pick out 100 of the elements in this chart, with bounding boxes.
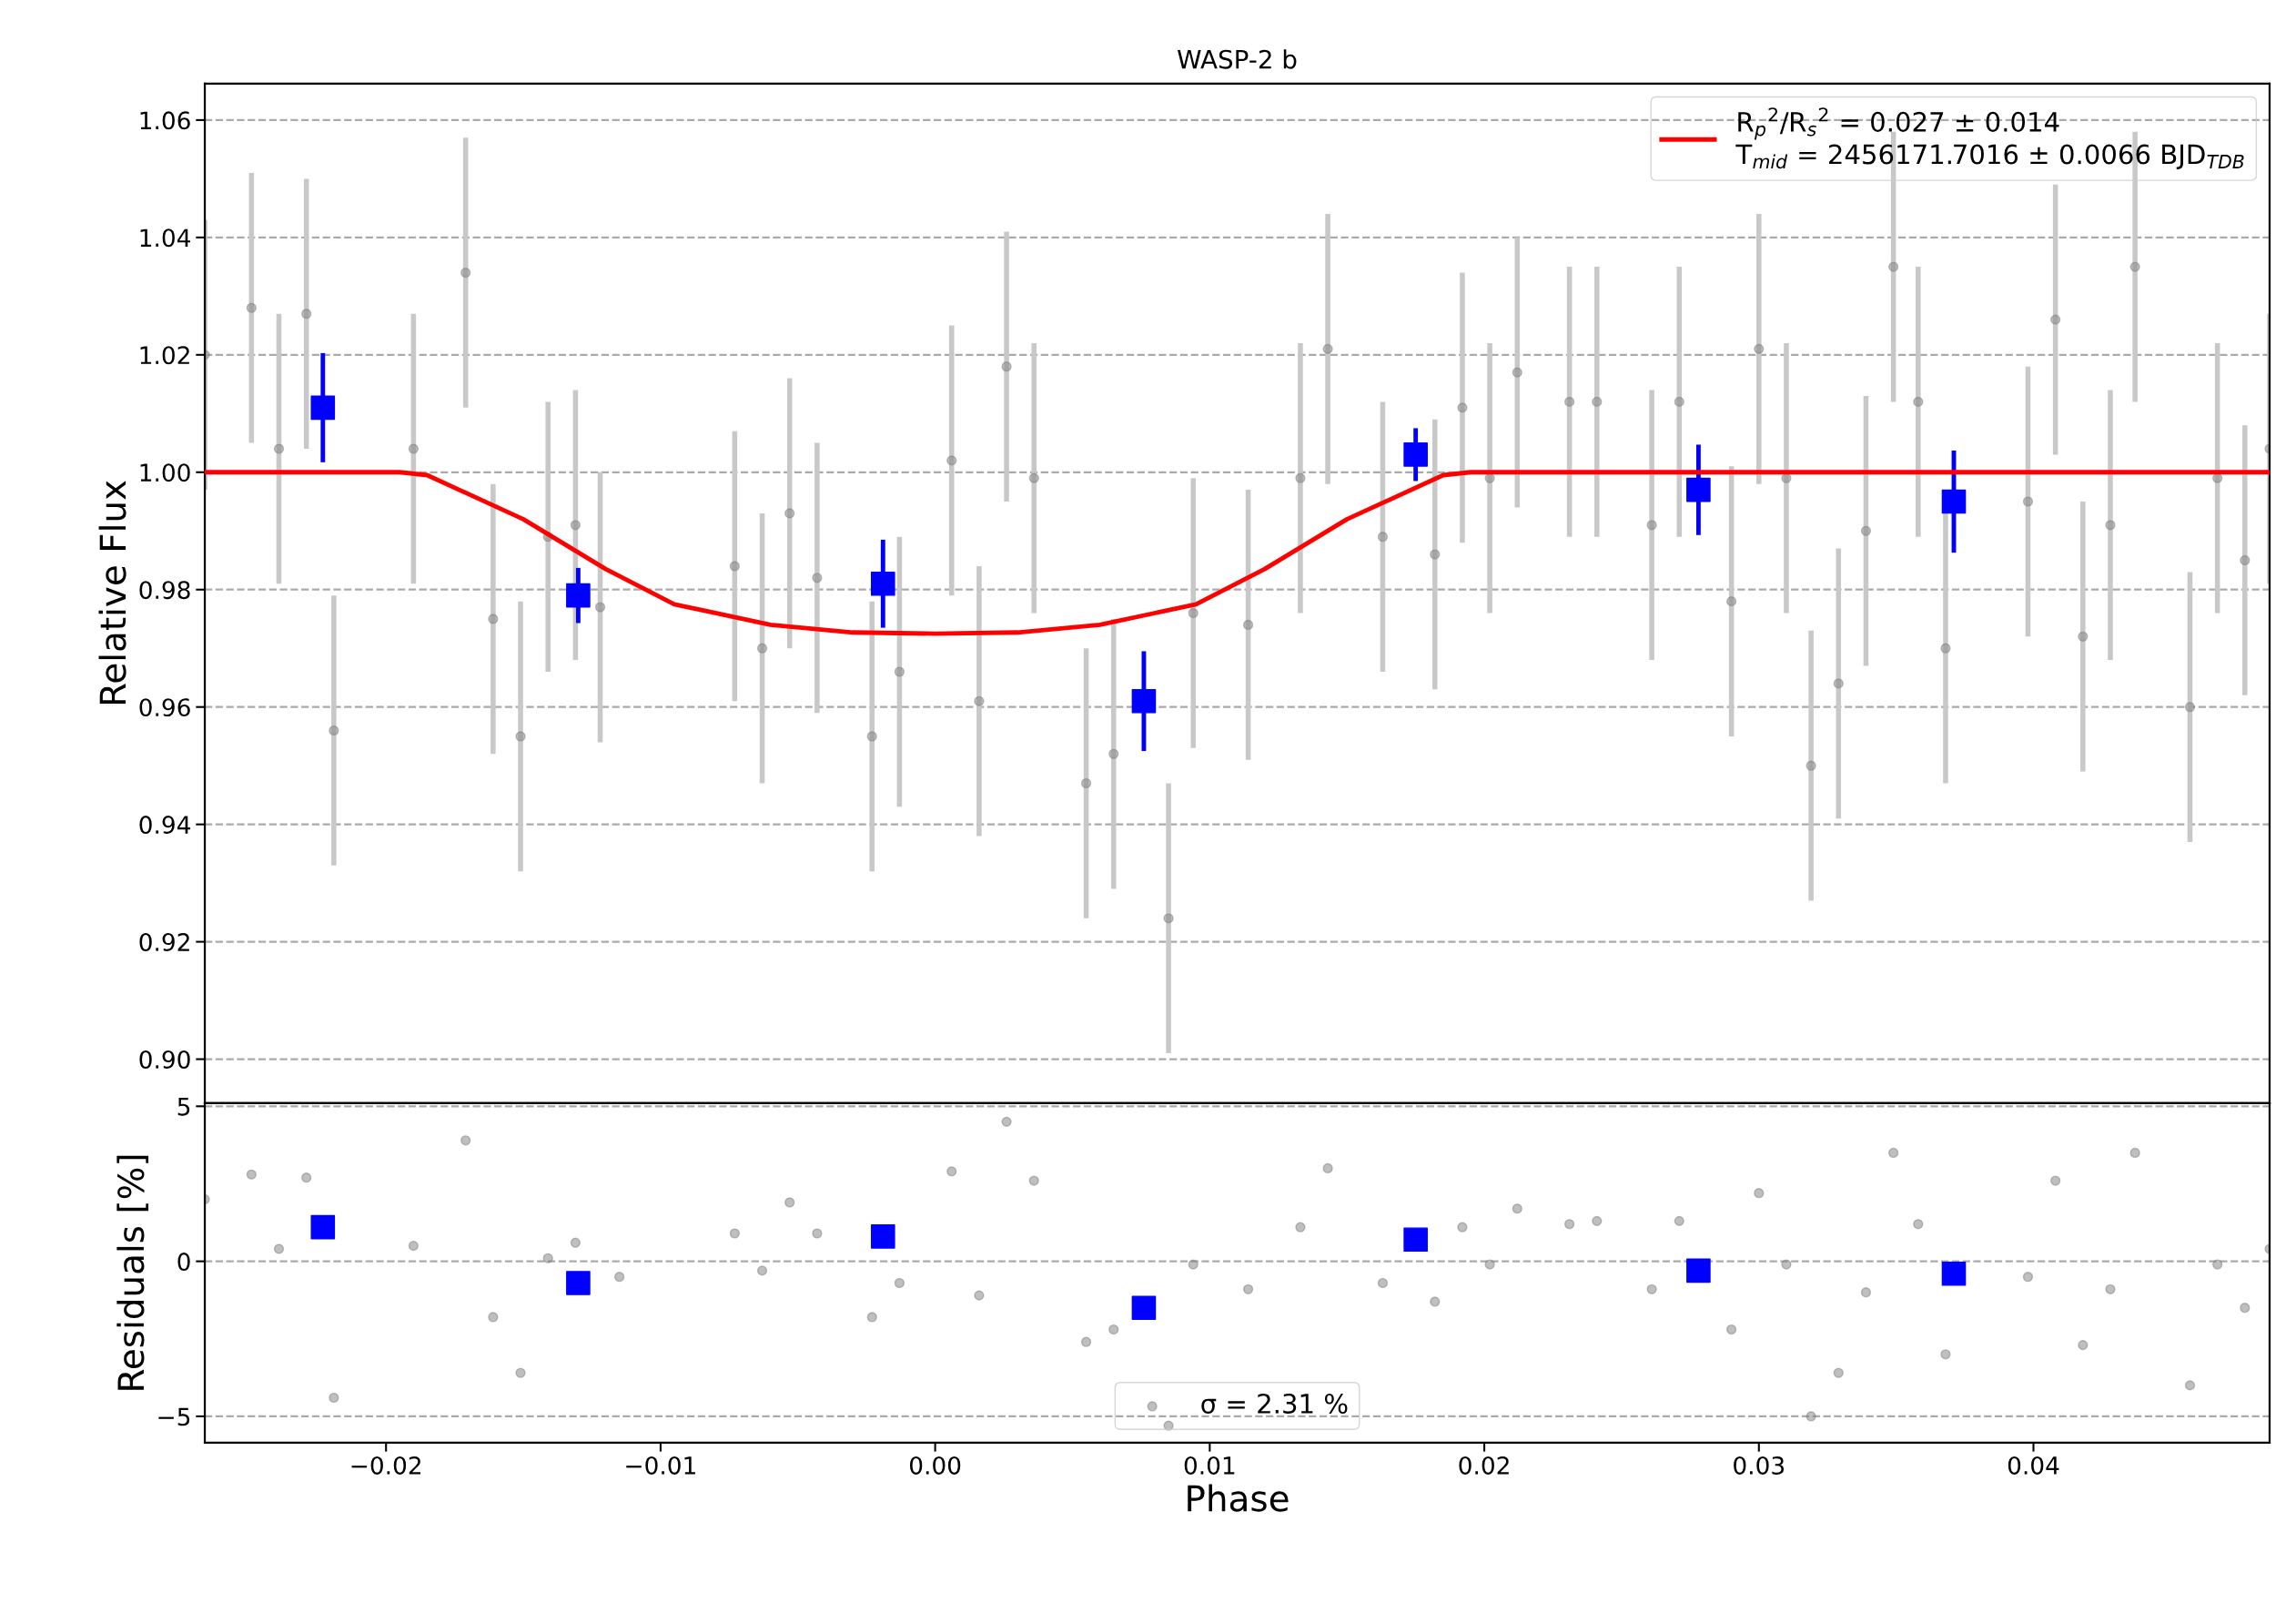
point [301, 1172, 312, 1183]
point [408, 443, 419, 454]
point [246, 1169, 257, 1180]
point [1563, 396, 1575, 408]
point [310, 1214, 336, 1240]
point [729, 1228, 740, 1239]
y-tick-label: 1.00 [140, 463, 190, 482]
point [329, 1392, 339, 1404]
point [756, 1265, 768, 1276]
point [542, 1253, 553, 1263]
point [488, 614, 499, 624]
point [566, 1271, 591, 1295]
point [460, 1135, 471, 1146]
point [1295, 472, 1306, 483]
y-axis-title: Relative Flux [98, 481, 126, 705]
point [2240, 1303, 2250, 1314]
point [2129, 1147, 2140, 1159]
y-tick-label: 0.98 [139, 581, 190, 600]
point [566, 583, 591, 608]
point [1403, 442, 1428, 467]
line-series [205, 470, 2270, 636]
point [1805, 1411, 1816, 1422]
point [1940, 643, 1951, 654]
point [1163, 913, 1174, 924]
point [273, 443, 285, 454]
point [1592, 396, 1603, 408]
point [1888, 261, 1899, 272]
point [2105, 1283, 2116, 1294]
point [784, 508, 795, 519]
point [894, 1277, 905, 1289]
point [2050, 314, 2061, 325]
point [301, 309, 312, 320]
y-tick-label: 1.06 [140, 111, 190, 130]
point [1430, 549, 1441, 560]
point [1108, 748, 1119, 759]
x-tick-label: −0.02 [351, 1456, 420, 1475]
point [1457, 402, 1468, 413]
point [1913, 396, 1924, 408]
x-tick-label: 0.00 [909, 1456, 961, 1475]
x-tick-label: 0.01 [1184, 1456, 1235, 1475]
point [570, 1237, 581, 1248]
point [2050, 1175, 2061, 1186]
point [1131, 1295, 1157, 1321]
point [2078, 1340, 2089, 1351]
point [756, 643, 768, 654]
point [1860, 525, 1872, 536]
point [1646, 520, 1657, 531]
point [1430, 1296, 1441, 1307]
point [1563, 1219, 1575, 1230]
point [784, 1197, 795, 1208]
point [408, 1241, 419, 1252]
point [729, 561, 740, 572]
y-tick-label: 0.96 [139, 698, 190, 717]
point [1242, 1283, 1254, 1294]
point [1754, 1188, 1765, 1199]
point [273, 1243, 285, 1254]
point [1188, 1259, 1199, 1270]
point [866, 731, 877, 742]
y-tick-label: 1.04 [140, 228, 190, 248]
point [2022, 1272, 2034, 1283]
point [515, 731, 526, 742]
point [1188, 607, 1199, 619]
point [1674, 1215, 1684, 1226]
point [1377, 1277, 1389, 1289]
x-tick-label: 0.02 [1459, 1456, 1509, 1475]
point [1080, 1336, 1092, 1347]
point [1001, 1116, 1012, 1127]
point [1457, 1222, 1468, 1233]
point [1941, 489, 1967, 514]
point [515, 1367, 526, 1378]
point [2184, 1380, 2196, 1391]
point [570, 520, 581, 531]
point [1242, 619, 1254, 631]
point [2078, 631, 2089, 642]
point [974, 695, 985, 706]
point [1805, 760, 1816, 771]
x-axis-title: Phase [1188, 1484, 1289, 1512]
y-tick-label: 0.94 [139, 816, 190, 835]
point [1781, 1259, 1792, 1270]
point [1592, 1215, 1603, 1226]
point [2022, 496, 2034, 507]
point [460, 267, 471, 279]
point [1674, 396, 1684, 408]
point [870, 571, 895, 596]
point [2129, 261, 2140, 272]
point [488, 1312, 499, 1323]
x-tick-label: 0.03 [1734, 1456, 1785, 1475]
point [1940, 1349, 1951, 1360]
point [1913, 1219, 1924, 1230]
point [1888, 1147, 1899, 1159]
point [1726, 596, 1737, 607]
point [614, 1272, 625, 1283]
x-tick-label: 0.04 [2008, 1456, 2059, 1475]
point [1941, 1261, 1967, 1286]
point [1833, 678, 1844, 689]
point [1512, 367, 1522, 378]
y-tick-label: 0.92 [139, 933, 189, 951]
y-tick-label: 0.90 [139, 1050, 190, 1069]
point [866, 1312, 877, 1323]
point [1484, 1259, 1495, 1270]
